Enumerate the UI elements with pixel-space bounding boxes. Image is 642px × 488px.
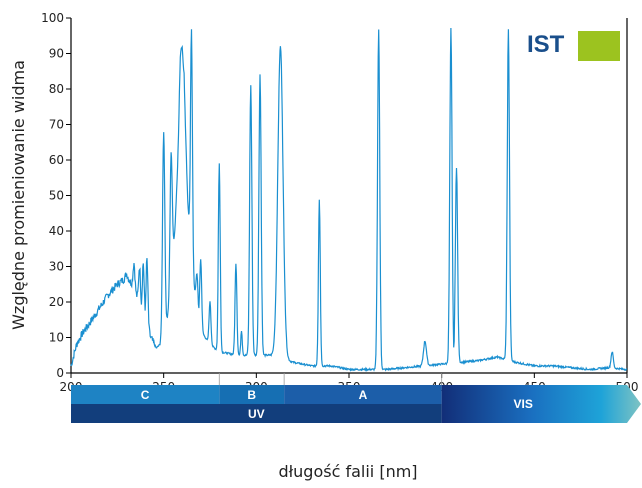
axes [70,18,628,374]
band-c [71,385,220,404]
spectrum-line [70,27,628,373]
x-axis-label: długość falii [nm] [278,462,417,481]
band-label-c: C [141,388,150,402]
y-tick-label: 80 [49,82,64,96]
band-label-a: A [359,388,368,402]
wavelength-bands: C B A UV VIS [71,373,641,423]
band-label-uv: UV [248,407,265,421]
logo: IST [527,31,620,61]
y-tick-label: 40 [49,224,64,238]
y-tick-label: 50 [49,189,64,203]
band-label-vis: VIS [514,397,533,411]
y-tick-label: 70 [49,118,64,132]
band-uv [71,404,442,423]
y-tick-label: 0 [56,366,64,380]
tick-labels: 0102030405060708090100200250300350400450… [41,11,638,394]
y-tick-label: 30 [49,260,64,274]
band-a [284,385,442,404]
y-tick-label: 90 [49,47,64,61]
band-label-b: B [247,388,256,402]
band-vis [441,385,641,423]
y-tick-label: 100 [41,11,64,25]
band-b [219,385,285,404]
y-tick-label: 10 [49,331,64,345]
y-axis-label: Względne promieniowanie widma [9,60,28,330]
logo-square [578,31,620,61]
logo-text: IST [527,31,565,58]
y-tick-label: 60 [49,153,64,167]
y-tick-label: 20 [49,295,64,309]
